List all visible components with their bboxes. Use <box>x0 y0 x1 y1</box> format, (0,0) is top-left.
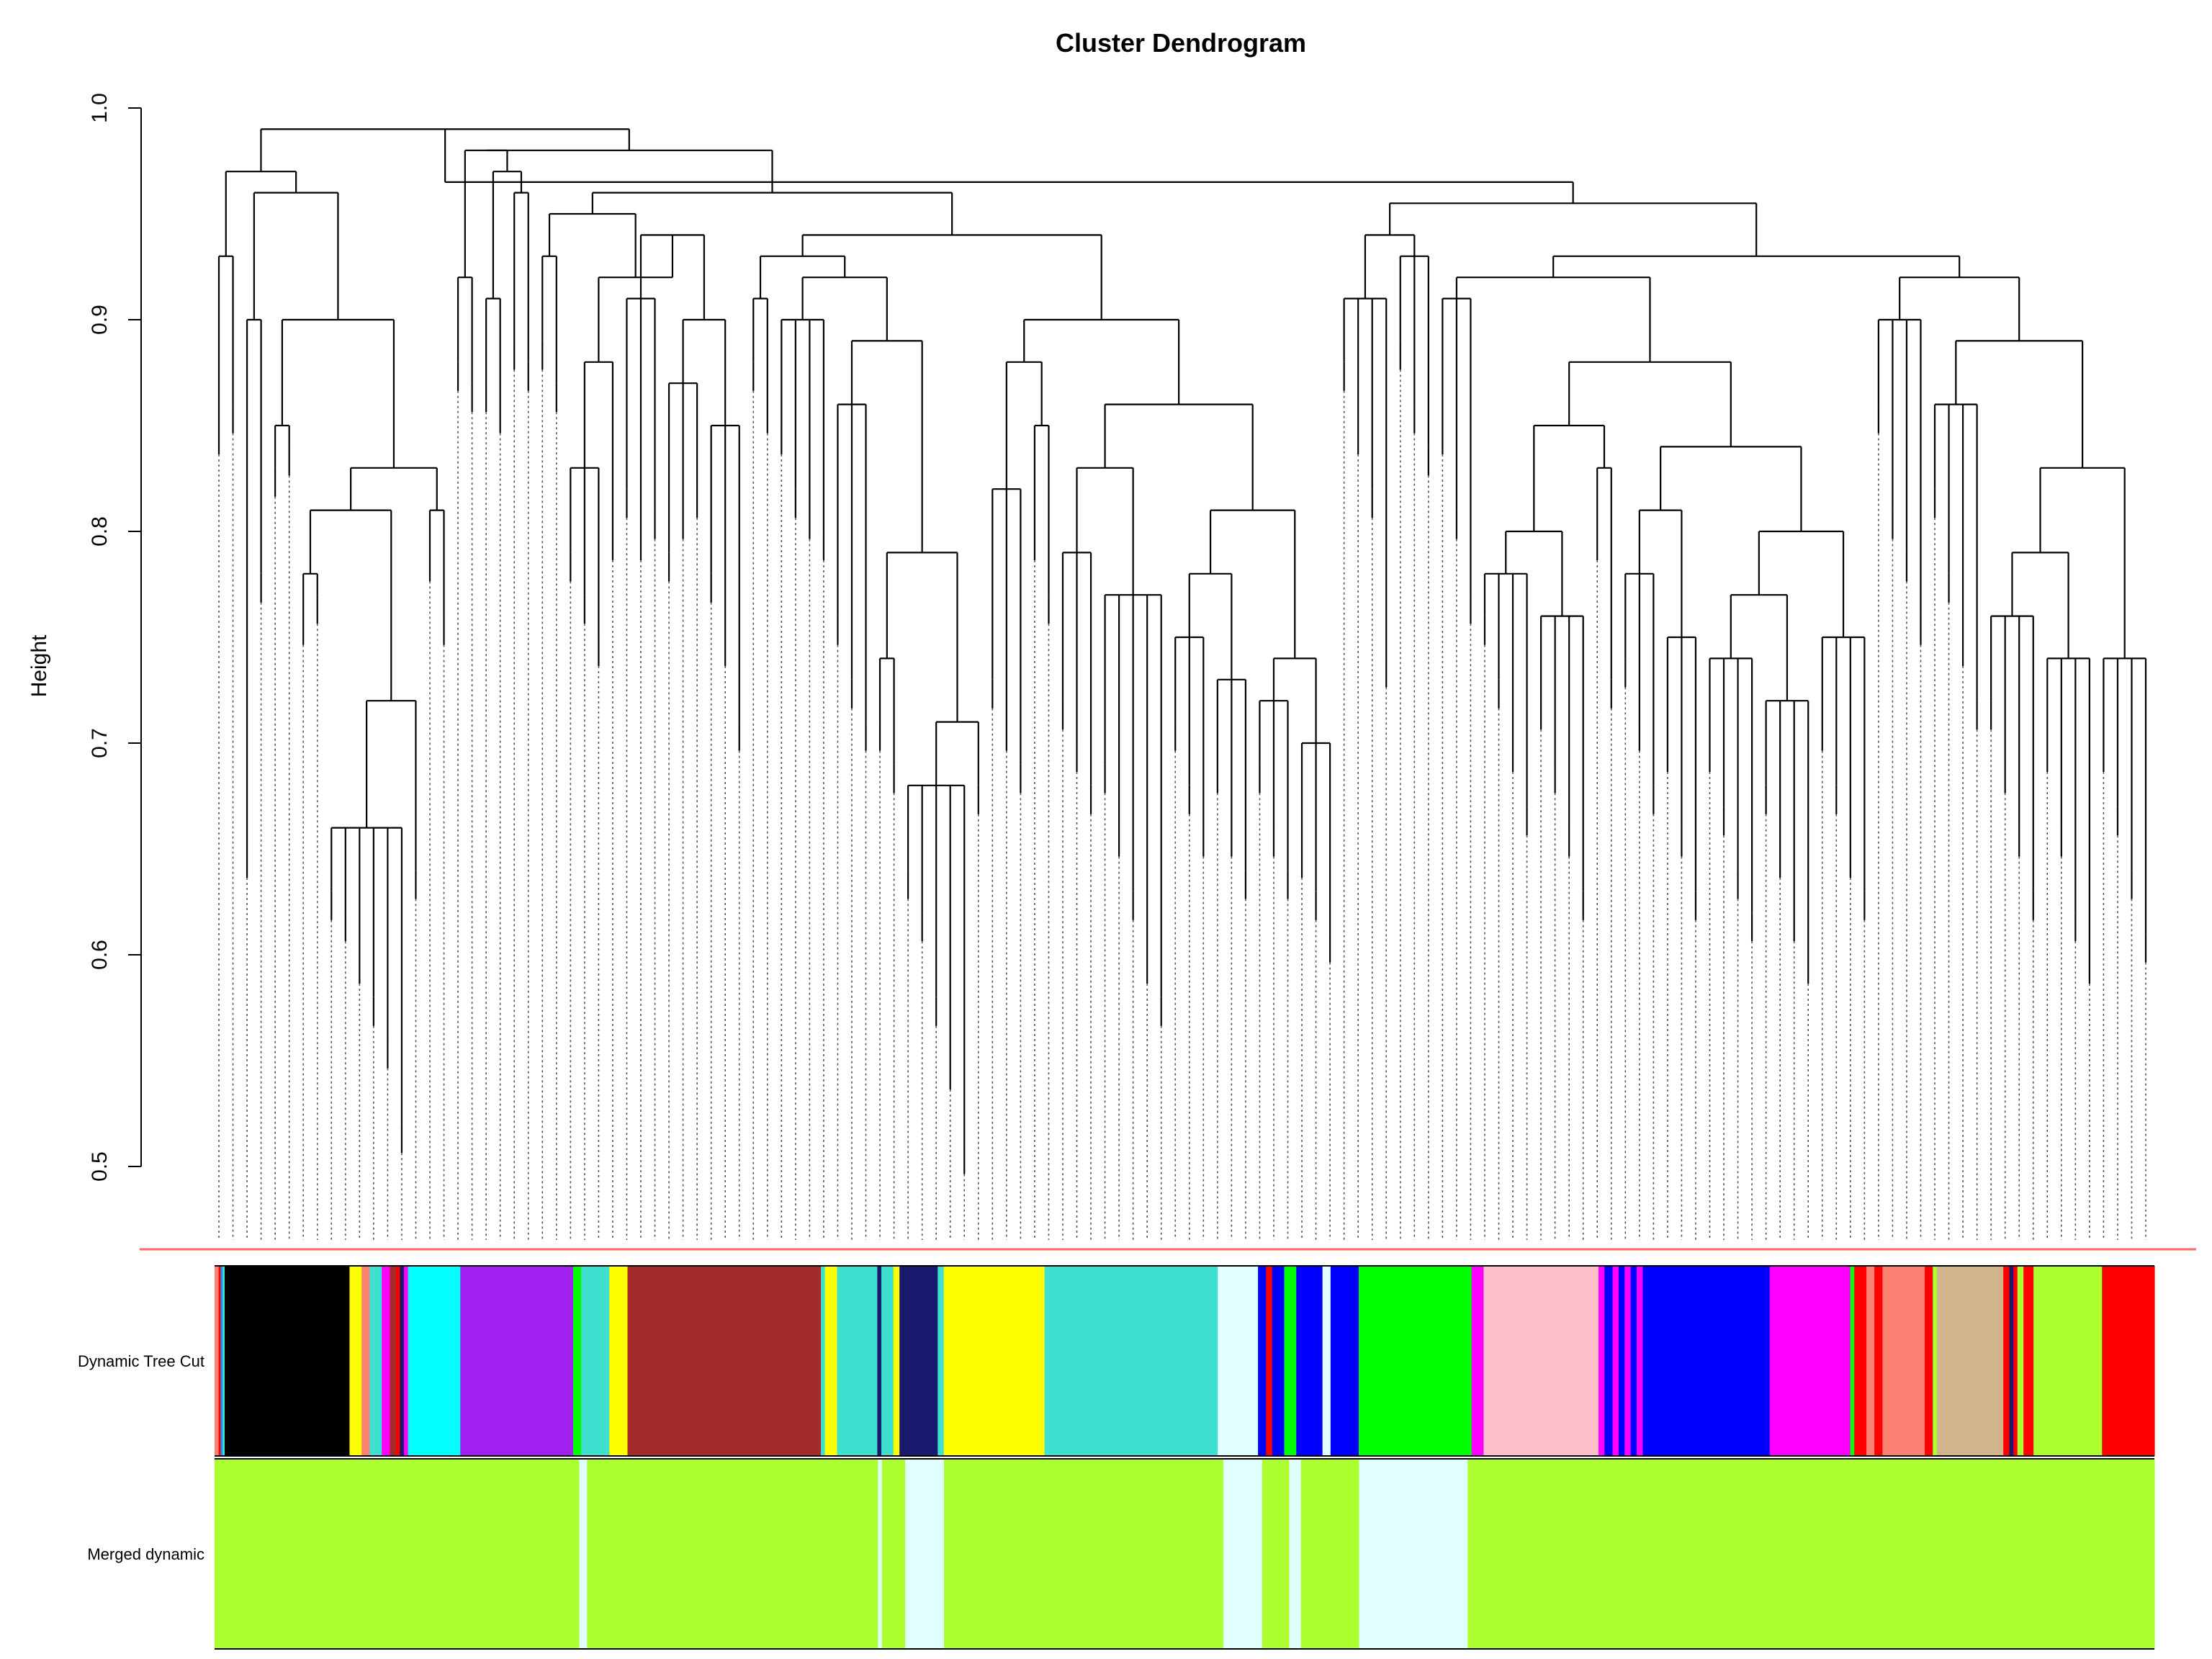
module-color-segment <box>1467 1459 2155 1649</box>
module-color-segment <box>837 1266 878 1456</box>
y-tick-label: 0.9 <box>88 305 112 335</box>
module-color-segment <box>361 1266 371 1456</box>
module-color-segment <box>403 1266 409 1456</box>
module-color-segment <box>2003 1266 2010 1456</box>
module-color-segment <box>1612 1266 1619 1456</box>
module-color-segment <box>2102 1266 2155 1456</box>
module-color-segment <box>215 1459 580 1649</box>
module-color-segment <box>2023 1266 2034 1456</box>
module-color-segment <box>943 1266 1046 1456</box>
module-color-segment <box>408 1266 461 1456</box>
module-color-segment <box>228 1266 351 1456</box>
module-color-segment <box>938 1266 945 1456</box>
module-color-segment <box>1358 1266 1473 1456</box>
y-tick-label: 0.7 <box>88 728 112 758</box>
module-color-segment <box>2009 1266 2014 1456</box>
module-color-segment <box>881 1266 894 1456</box>
module-color-segment <box>1598 1266 1605 1456</box>
module-color-segment <box>824 1266 838 1456</box>
module-color-segment <box>1769 1266 1851 1456</box>
module-color-segment <box>1284 1266 1297 1456</box>
y-tick-label: 0.6 <box>88 940 112 970</box>
module-color-segment <box>222 1266 225 1456</box>
module-color-segment <box>1471 1266 1485 1456</box>
module-color-segment <box>1266 1266 1273 1456</box>
module-color-segment <box>460 1266 574 1456</box>
module-color-segment <box>587 1459 878 1649</box>
module-color-segment <box>1866 1266 1875 1456</box>
module-color-segment <box>627 1266 822 1456</box>
module-color-rows <box>215 1265 2155 1650</box>
y-tick-label: 0.5 <box>88 1151 112 1182</box>
module-color-segment <box>1604 1266 1614 1456</box>
module-color-segment <box>899 1266 938 1456</box>
module-color-segment <box>218 1266 221 1456</box>
module-color-segment <box>572 1266 582 1456</box>
module-color-segment <box>821 1266 826 1456</box>
module-color-segment <box>1850 1266 1855 1456</box>
module-color-segment <box>1044 1266 1218 1456</box>
chart-title: Cluster Dendrogram <box>1056 28 1306 58</box>
module-color-segment <box>881 1459 906 1649</box>
module-color-segment <box>1330 1266 1359 1456</box>
module-color-segment <box>1618 1266 1625 1456</box>
module-color-segment <box>1637 1266 1644 1456</box>
module-color-segment <box>1925 1266 1933 1456</box>
module-color-segment <box>2033 1266 2103 1456</box>
dendrogram-tree <box>217 128 2147 1174</box>
module-color-segment <box>943 1459 1224 1649</box>
y-axis-label: Height <box>27 634 51 697</box>
module-color-segment <box>1258 1266 1267 1456</box>
module-color-segment <box>1218 1266 1259 1456</box>
module-color-segment <box>1630 1266 1637 1456</box>
y-axis: 0.5 0.6 0.7 0.8 0.9 1.0 <box>88 93 142 1182</box>
y-tick-label: 1.0 <box>88 93 112 123</box>
module-color-segment <box>1874 1266 1883 1456</box>
module-color-segment <box>369 1266 382 1456</box>
module-color-segment <box>224 1266 230 1456</box>
module-color-segment <box>609 1266 629 1456</box>
module-color-segment <box>1483 1266 1599 1456</box>
module-color-segment <box>390 1266 397 1456</box>
module-color-segment <box>1262 1459 1290 1649</box>
module-color-segment <box>215 1266 220 1456</box>
module-color-segment <box>1933 1266 1938 1456</box>
module-color-segment <box>905 1459 945 1649</box>
module-color-segment <box>382 1266 390 1456</box>
module-color-segment <box>581 1266 610 1456</box>
module-color-segment <box>893 1266 900 1456</box>
module-color-segment <box>1296 1266 1323 1456</box>
module-color-segment <box>1642 1266 1771 1456</box>
module-color-segment <box>400 1266 405 1456</box>
module-color-segment <box>395 1266 400 1456</box>
color-row-label: Dynamic Tree Cut <box>78 1352 204 1370</box>
module-color-segment <box>2013 1266 2018 1456</box>
module-color-segment <box>349 1266 362 1456</box>
module-color-segment <box>1322 1266 1331 1456</box>
module-color-segment <box>1882 1266 1925 1456</box>
module-color-segment <box>1223 1459 1263 1649</box>
module-row-labels: Dynamic Tree Cut Merged dynamic <box>78 1352 204 1563</box>
leaf-guide-lines <box>218 369 2146 1240</box>
module-color-segment <box>877 1266 882 1456</box>
module-color-segment <box>878 1459 883 1649</box>
module-color-segment <box>2017 1266 2024 1456</box>
module-color-segment <box>1359 1459 1468 1649</box>
module-color-segment <box>1854 1266 1867 1456</box>
module-color-segment <box>1936 1266 2004 1456</box>
color-row-label: Merged dynamic <box>87 1545 204 1563</box>
module-color-segment <box>220 1266 223 1456</box>
module-color-segment <box>1300 1459 1360 1649</box>
module-color-segment <box>1624 1266 1632 1456</box>
module-color-segment <box>579 1459 588 1649</box>
module-color-segment <box>1272 1266 1285 1456</box>
y-tick-label: 0.8 <box>88 516 112 547</box>
module-color-segment <box>1289 1459 1302 1649</box>
